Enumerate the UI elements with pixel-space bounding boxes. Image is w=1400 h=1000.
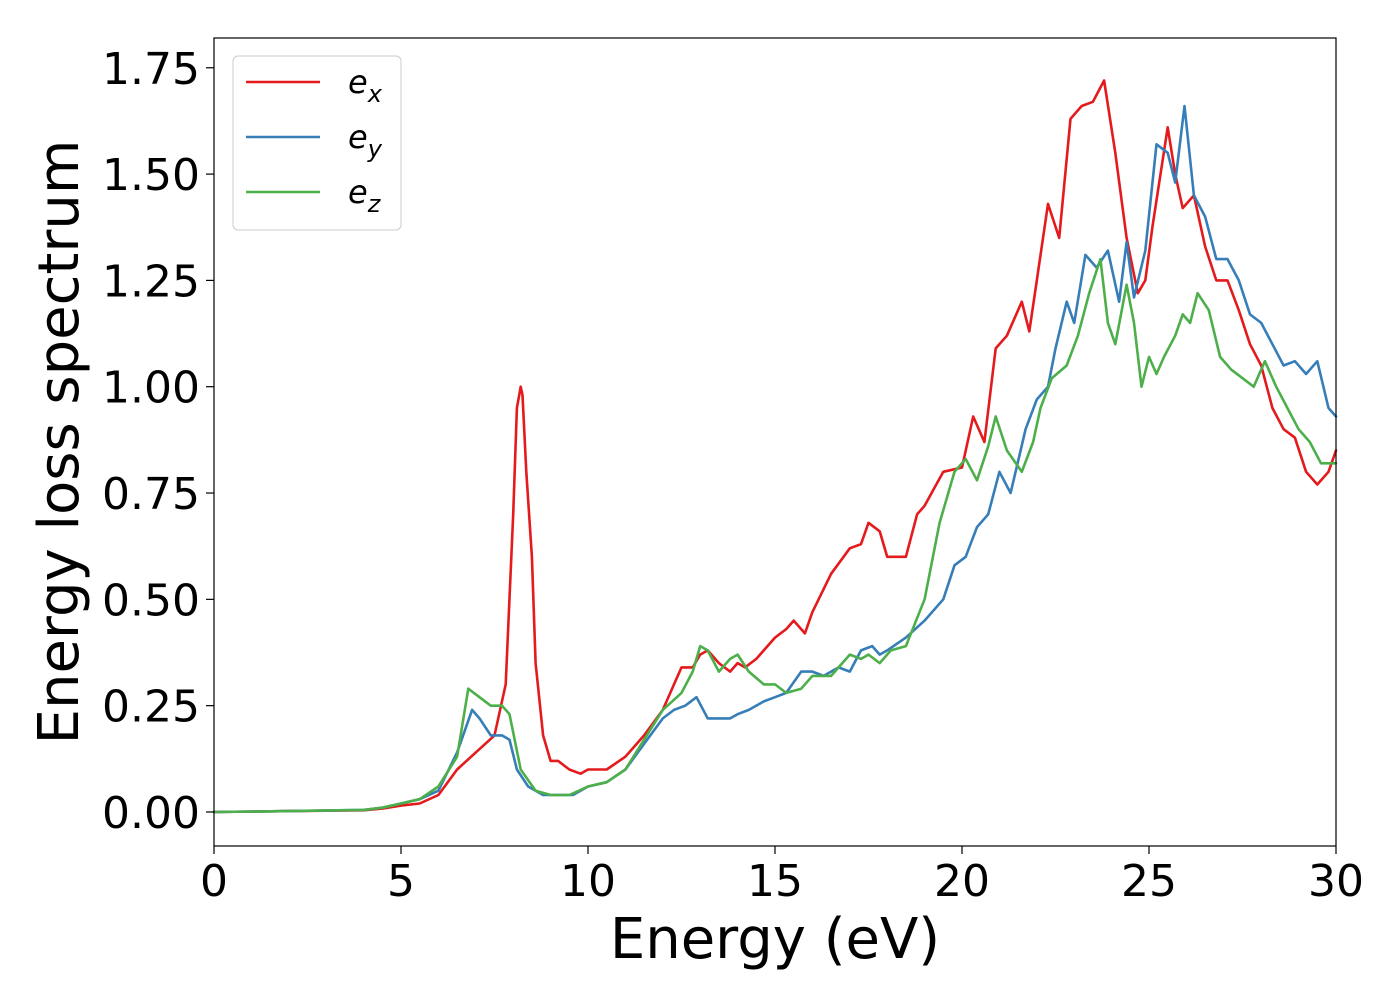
series-layer — [212, 79, 1338, 814]
x-tick-label: 15 — [747, 856, 803, 907]
x-axis-ticks: 0 5 10 15 20 25 30 — [200, 846, 1364, 907]
x-tick-label: 20 — [934, 856, 990, 907]
y-tick-label: 0.25 — [102, 682, 200, 733]
y-axis-ticks: 0.00 0.25 0.50 0.75 1.00 1.25 1.50 1.75 — [102, 44, 214, 839]
y-tick-label: 1.25 — [102, 256, 200, 307]
x-axis-title: Energy (eV) — [610, 907, 940, 972]
x-tick-label: 5 — [387, 856, 415, 907]
y-axis-title: Energy loss spectrum — [27, 140, 92, 745]
y-tick-label: 0.50 — [102, 575, 200, 626]
legend-box — [232, 55, 402, 231]
series-line-ey — [212, 104, 1338, 814]
series-line-ex — [212, 79, 1338, 814]
y-tick-label: 0.75 — [102, 469, 200, 520]
x-tick-label: 30 — [1308, 856, 1364, 907]
series-line-ez — [212, 257, 1338, 814]
y-tick-label: 0.00 — [102, 788, 200, 839]
y-tick-label: 1.75 — [102, 44, 200, 95]
x-tick-label: 10 — [560, 856, 616, 907]
y-tick-label: 1.00 — [102, 363, 200, 414]
y-tick-label: 1.50 — [102, 150, 200, 201]
x-tick-label: 25 — [1121, 856, 1177, 907]
x-tick-label: 0 — [200, 856, 228, 907]
